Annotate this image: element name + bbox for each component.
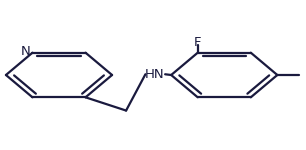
Text: HN: HN: [145, 68, 164, 81]
Text: F: F: [194, 36, 201, 49]
Text: N: N: [21, 45, 31, 58]
